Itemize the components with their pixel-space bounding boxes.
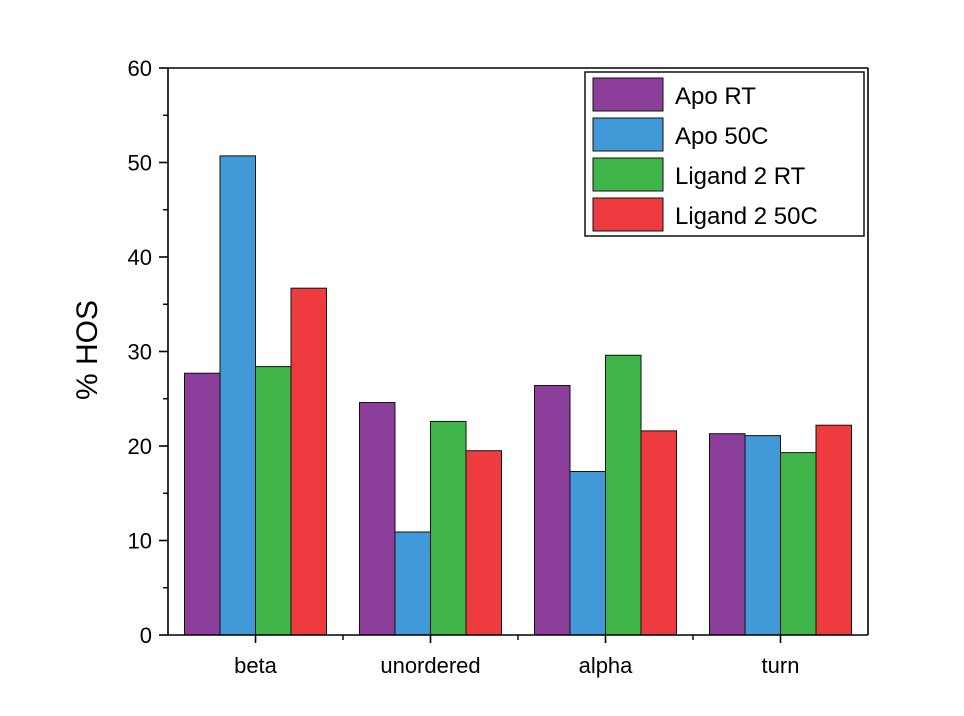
legend-label: Ligand 2 RT [675, 163, 806, 190]
x-tick-label-beta: beta [234, 653, 278, 678]
y-tick-label: 50 [128, 151, 152, 176]
y-axis-title: % HOS [71, 300, 104, 400]
legend-label: Apo 50C [675, 123, 768, 150]
y-tick-label: 0 [140, 623, 152, 648]
legend-label: Apo RT [675, 83, 756, 110]
x-tick-label-alpha: alpha [579, 653, 634, 678]
legend-label: Ligand 2 50C [675, 203, 818, 230]
bar-alpha-ligand-2-rt [605, 354, 642, 636]
y-tick-label: 20 [128, 434, 152, 459]
x-tick-label-turn: turn [762, 653, 800, 678]
legend-swatch-ligand-2-rt [592, 157, 664, 192]
legend: Apo RT Apo 50C Ligand 2 RT Ligand 2 50C [584, 71, 865, 237]
y-tick-label: 60 [128, 56, 152, 81]
bar-alpha-ligand-2-50c [640, 430, 677, 636]
y-tick-label: 40 [128, 245, 152, 270]
bar-turn-ligand-2-rt [780, 452, 817, 636]
bar-unordered-apo-50c [394, 531, 431, 636]
bar-alpha-apo-50c [569, 471, 606, 636]
y-tick-label: 30 [128, 340, 152, 365]
bar-beta-ligand-2-rt [255, 366, 292, 636]
x-tick-label-unordered: unordered [380, 653, 480, 678]
y-tick-label: 10 [128, 529, 152, 554]
bar-unordered-ligand-2-50c [465, 450, 502, 636]
axes-group: 0 10 20 30 40 50 60 beta unordered alpha turn [128, 56, 869, 678]
legend-swatch-apo-rt [592, 77, 664, 112]
bar-unordered-apo-rt [359, 402, 396, 636]
bar-alpha-apo-rt [534, 385, 571, 636]
bar-beta-ligand-2-50c [290, 287, 327, 636]
bar-turn-apo-rt [709, 433, 746, 636]
legend-swatch-apo-50c [592, 117, 664, 152]
bars-group [184, 155, 852, 636]
bar-turn-ligand-2-50c [815, 424, 852, 636]
bar-unordered-ligand-2-rt [430, 420, 467, 636]
legend-swatch-ligand-2-50c [592, 197, 664, 232]
bar-beta-apo-rt [184, 372, 221, 636]
bar-turn-apo-50c [744, 435, 781, 636]
bar-beta-apo-50c [219, 155, 256, 636]
